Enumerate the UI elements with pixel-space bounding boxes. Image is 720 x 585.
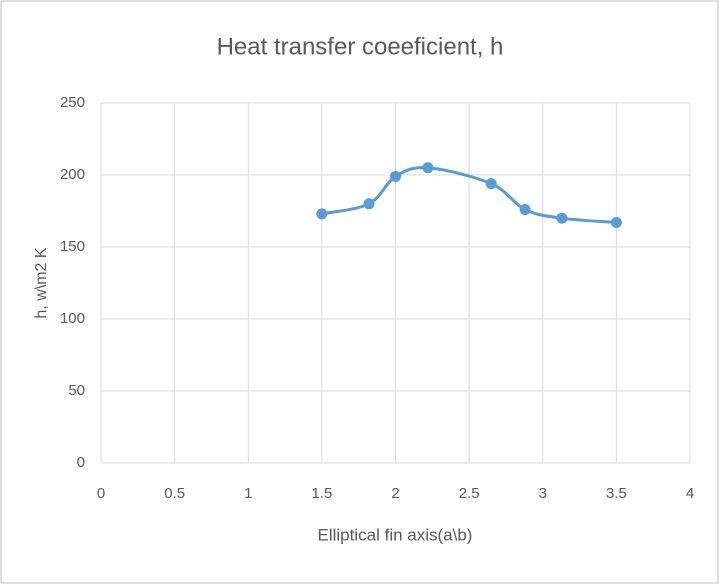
y-tick-label: 100 <box>60 310 85 327</box>
data-point <box>556 212 568 224</box>
x-tick-label: 2.5 <box>459 485 480 502</box>
data-point <box>610 217 622 229</box>
x-tick-label: 3 <box>539 485 547 502</box>
x-tick-label: 0.5 <box>164 485 185 502</box>
data-point <box>422 162 434 174</box>
x-tick-label: 1.5 <box>311 485 332 502</box>
x-tick-label: 4 <box>686 485 694 502</box>
data-point <box>390 170 401 182</box>
y-tick-label: 250 <box>60 94 85 111</box>
data-point <box>316 208 328 220</box>
x-tick-label: 0 <box>97 485 105 502</box>
data-point <box>363 198 375 210</box>
y-tick-label: 150 <box>60 238 85 255</box>
data-point <box>485 178 497 190</box>
x-tick-label: 1 <box>244 485 252 502</box>
y-tick-label: 200 <box>60 166 85 183</box>
x-tick-label: 3.5 <box>606 485 627 502</box>
x-axis-label: Elliptical fin axis(a\b) <box>318 525 473 544</box>
y-tick-label: 50 <box>68 382 85 399</box>
y-tick-label: 0 <box>77 454 85 471</box>
y-axis-label: h, w\m2 K <box>33 247 50 318</box>
x-tick-label: 2 <box>391 485 399 502</box>
chart-title: Heat transfer coeeficient, h <box>217 33 504 60</box>
data-point <box>519 204 531 216</box>
